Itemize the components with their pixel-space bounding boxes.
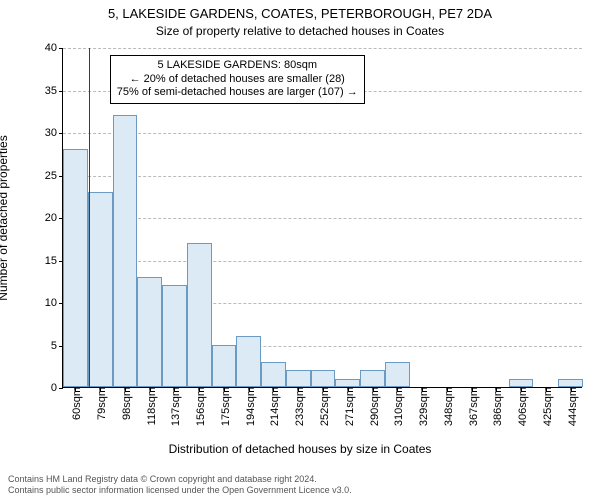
footer-line-1: Contains HM Land Registry data © Crown c… (8, 474, 352, 485)
chart-title-line2: Size of property relative to detached ho… (0, 24, 600, 38)
gridline-h (63, 218, 582, 219)
xtick-label: 367sqm (464, 387, 480, 426)
xtick-label: 214sqm (265, 387, 281, 426)
plot-area: 051015202530354060sqm79sqm98sqm118sqm137… (62, 48, 582, 388)
ytick-label: 10 (45, 297, 63, 309)
property-marker-line (89, 48, 90, 387)
bar (286, 370, 311, 387)
bar (311, 370, 336, 387)
xtick-label: 79sqm (92, 387, 108, 420)
chart-container: 5, LAKESIDE GARDENS, COATES, PETERBOROUG… (0, 0, 600, 500)
footer-line-2: Contains public sector information licen… (8, 485, 352, 496)
gridline-h (63, 133, 582, 134)
ytick-label: 35 (45, 85, 63, 97)
property-info-box: 5 LAKESIDE GARDENS: 80sqm← 20% of detach… (110, 55, 365, 104)
bar (261, 362, 286, 388)
ytick-label: 25 (45, 170, 63, 182)
gridline-h (63, 261, 582, 262)
bar (558, 379, 583, 388)
gridline-h (63, 176, 582, 177)
bar (162, 285, 187, 387)
y-axis-label: Number of detached properties (0, 135, 10, 300)
xtick-label: 233sqm (290, 387, 306, 426)
info-box-line: 5 LAKESIDE GARDENS: 80sqm (117, 59, 358, 73)
bar (385, 362, 410, 388)
ytick-label: 15 (45, 255, 63, 267)
bar (360, 370, 385, 387)
xtick-label: 175sqm (216, 387, 232, 426)
info-box-line: 75% of semi-detached houses are larger (… (117, 86, 358, 100)
xtick-label: 290sqm (365, 387, 381, 426)
xtick-label: 252sqm (315, 387, 331, 426)
xtick-label: 329sqm (414, 387, 430, 426)
xtick-label: 406sqm (513, 387, 529, 426)
bar (509, 379, 534, 388)
ytick-label: 40 (45, 42, 63, 54)
bar (335, 379, 360, 388)
xtick-label: 118sqm (142, 387, 158, 425)
bar (212, 345, 237, 388)
xtick-label: 137sqm (166, 387, 182, 426)
xtick-label: 156sqm (191, 387, 207, 426)
xtick-label: 60sqm (67, 387, 83, 420)
bar (236, 336, 261, 387)
xtick-label: 194sqm (241, 387, 257, 426)
bar (63, 149, 88, 387)
bar (88, 192, 113, 388)
chart-title-line1: 5, LAKESIDE GARDENS, COATES, PETERBOROUG… (0, 6, 600, 21)
ytick-label: 0 (51, 382, 63, 394)
footer-attribution: Contains HM Land Registry data © Crown c… (8, 474, 352, 497)
ytick-label: 20 (45, 212, 63, 224)
xtick-label: 386sqm (488, 387, 504, 426)
xtick-label: 348sqm (439, 387, 455, 426)
x-axis-label: Distribution of detached houses by size … (0, 442, 600, 456)
bar (187, 243, 212, 388)
xtick-label: 98sqm (117, 387, 133, 420)
ytick-label: 30 (45, 127, 63, 139)
gridline-h (63, 48, 582, 49)
xtick-label: 425sqm (538, 387, 554, 426)
xtick-label: 444sqm (563, 387, 579, 426)
xtick-label: 271sqm (340, 387, 356, 426)
bar (137, 277, 162, 388)
bar (113, 115, 138, 387)
ytick-label: 5 (51, 340, 63, 352)
xtick-label: 310sqm (389, 387, 405, 426)
info-box-line: ← 20% of detached houses are smaller (28… (117, 73, 358, 87)
